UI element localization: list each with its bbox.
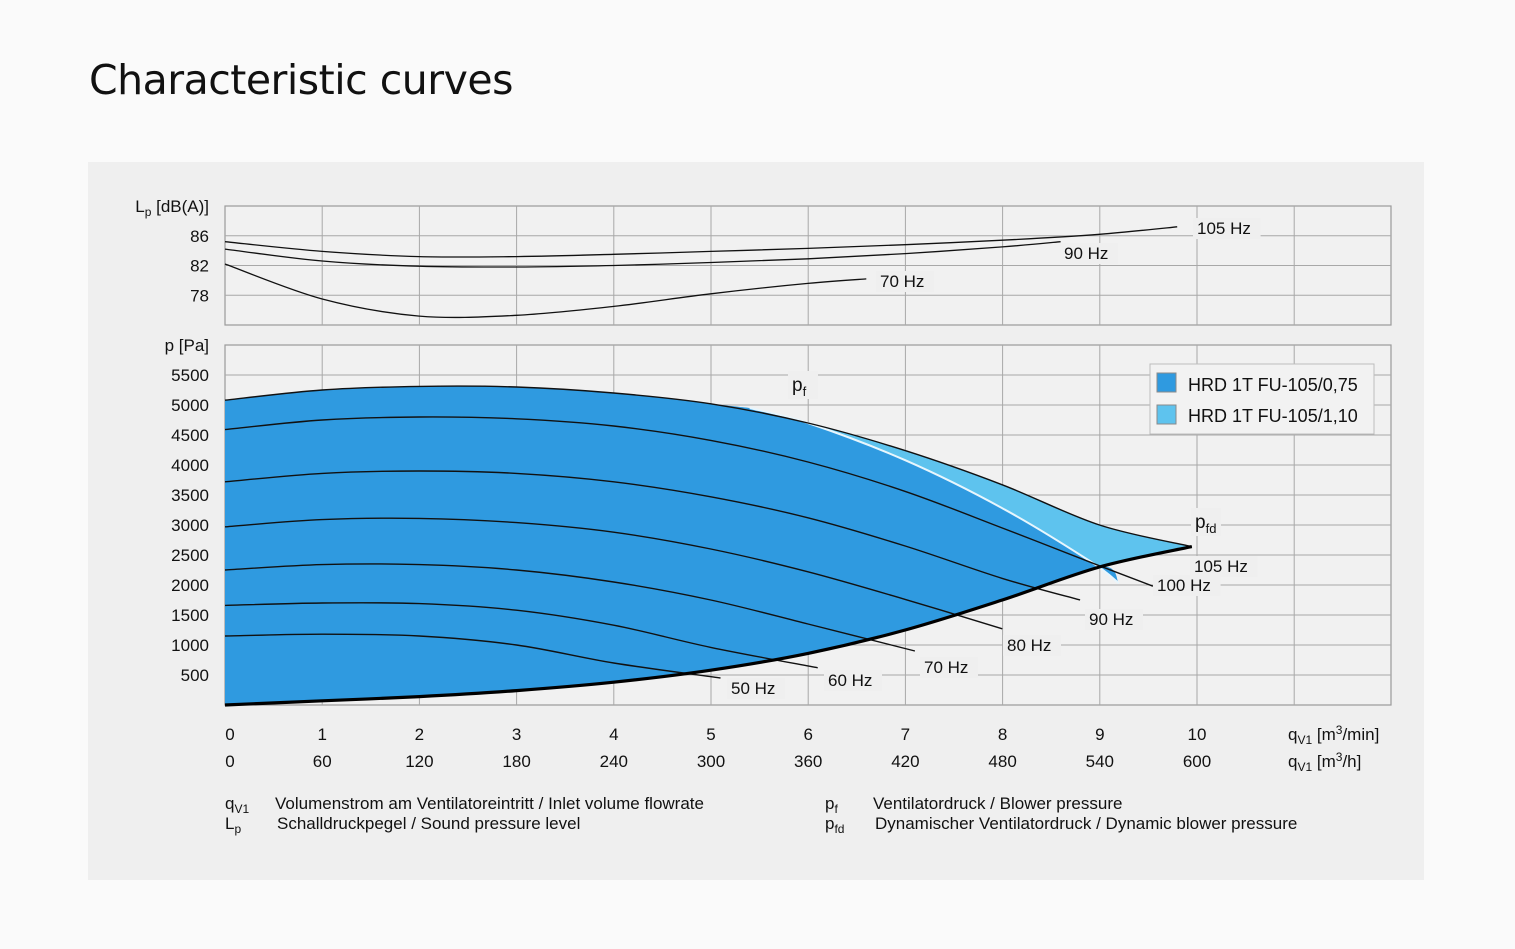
sound-curve-90-hz <box>224 241 1061 268</box>
pf-label: pf <box>792 375 807 399</box>
pressure-ytick-2500: 2500 <box>171 546 209 565</box>
pressure-ytick-3500: 3500 <box>171 486 209 505</box>
xtick-min-7: 7 <box>901 725 910 744</box>
sound-ylabel: Lp [dB(A)] <box>135 197 209 219</box>
pressure-ytick-5500: 5500 <box>171 366 209 385</box>
curve-label-105-hz-bg <box>1190 556 1258 577</box>
curve-label-90-hz: 90 Hz <box>1089 610 1133 629</box>
chart-panel: 105 Hz 90 Hz 70 Hz 50 Hz 60 Hz 70 Hz 80 Hz 90 H… <box>88 162 1424 880</box>
pressure-ytick-4000: 4000 <box>171 456 209 475</box>
footnote-pf-text: Ventilatordruck / Blower pressure <box>873 794 1122 813</box>
xtick-min-0: 0 <box>225 725 234 744</box>
footnotes: qV1 Volumenstrom am Ventilatoreintritt /… <box>225 794 1297 836</box>
footnote-qv1-symbol: qV1 <box>225 794 249 816</box>
curve-label-70-hz-bg <box>920 657 978 678</box>
pressure-ytick-1000: 1000 <box>171 636 209 655</box>
sound-ytick-82: 82 <box>190 257 209 276</box>
pfd-label: pfd <box>1195 512 1216 536</box>
xtick-min-4: 4 <box>609 725 618 744</box>
pressure-curves <box>224 385 1193 707</box>
sound-label-70hz: 70 Hz <box>880 272 924 291</box>
legend-swatch-075 <box>1156 372 1177 393</box>
xtick-h-540: 540 <box>1086 752 1114 771</box>
footnote-pfd-text: Dynamischer Ventilatordruck / Dynamic bl… <box>875 814 1297 833</box>
legend-swatch-110 <box>1156 404 1177 425</box>
legend-label-075: HRD 1T FU-105/0,75 <box>1188 375 1358 395</box>
xtick-h-60: 60 <box>313 752 332 771</box>
pressure-ytick-5000: 5000 <box>171 396 209 415</box>
xaxis-unit-min: qV1 [m3/min] <box>1288 723 1379 747</box>
sound-label-70hz-bg <box>876 271 934 292</box>
legend-box <box>1149 363 1375 435</box>
sound-ytick-86: 86 <box>190 227 209 246</box>
legend: HRD 1T FU-105/0,75 HRD 1T FU-105/1,10 <box>1149 363 1375 435</box>
xtick-min-2: 2 <box>415 725 424 744</box>
sound-curve-70-hz <box>224 263 867 319</box>
sound-label-105hz: 105 Hz <box>1197 219 1251 238</box>
xtick-h-240: 240 <box>600 752 628 771</box>
curve-70-hz <box>224 563 916 652</box>
curve-label-80-hz: 80 Hz <box>1007 636 1051 655</box>
pressure-ytick-2000: 2000 <box>171 576 209 595</box>
curve-label-50-hz-bg <box>727 678 785 699</box>
pressure-ytick-3000: 3000 <box>171 516 209 535</box>
sound-ytick-78: 78 <box>190 286 209 305</box>
sound-label-105hz-bg <box>1193 218 1261 239</box>
pressure-ytick-1500: 1500 <box>171 606 209 625</box>
curve-label-100-hz-bg <box>1153 575 1221 596</box>
xtick-h-420: 420 <box>891 752 919 771</box>
xtick-min-10: 10 <box>1188 725 1207 744</box>
pfd-curve <box>224 545 1193 707</box>
curve-90-hz <box>224 470 1081 601</box>
xtick-min-8: 8 <box>998 725 1007 744</box>
sound-curve-105-hz <box>224 226 1178 258</box>
xtick-min-1: 1 <box>317 725 326 744</box>
curve-label-80-hz-bg <box>1003 635 1061 656</box>
xtick-min-6: 6 <box>803 725 812 744</box>
xtick-h-300: 300 <box>697 752 725 771</box>
curve-label-70-hz: 70 Hz <box>924 658 968 677</box>
xaxis-unit-h: qV1 [m3/h] <box>1288 750 1361 774</box>
legend-label-110: HRD 1T FU-105/1,10 <box>1188 406 1358 426</box>
pressure-ytick-4500: 4500 <box>171 426 209 445</box>
pressure-ytick-500: 500 <box>181 666 209 685</box>
curve-label-60-hz-bg <box>824 670 882 691</box>
curve-label-90-hz-bg <box>1085 609 1143 630</box>
curve-label-100-hz: 100 Hz <box>1157 576 1211 595</box>
curve-label-105-hz: 105 Hz <box>1194 557 1248 576</box>
curve-105-hz <box>224 385 1192 548</box>
curve-80-hz <box>224 517 1003 630</box>
curve-50-hz <box>224 633 721 679</box>
xtick-h-0: 0 <box>225 752 234 771</box>
pressure-ylabel: p [Pa] <box>165 336 209 355</box>
curve-label-50-hz: 50 Hz <box>731 679 775 698</box>
xtick-min-5: 5 <box>706 725 715 744</box>
footnote-qv1-text: Volumenstrom am Ventilatoreintritt / Inl… <box>275 794 704 813</box>
curve-label-60-hz: 60 Hz <box>828 671 872 690</box>
xtick-h-480: 480 <box>988 752 1016 771</box>
xtick-h-180: 180 <box>502 752 530 771</box>
xtick-min-3: 3 <box>512 725 521 744</box>
page-title: Characteristic curves <box>89 56 513 104</box>
fill-hrd-075 <box>225 386 1119 705</box>
curve-60-hz <box>224 602 818 669</box>
footnote-pf-symbol: pf <box>825 794 838 816</box>
xtick-min-9: 9 <box>1095 725 1104 744</box>
xtick-h-600: 600 <box>1183 752 1211 771</box>
axis-text: 8682785500500045004000350030002500200015… <box>135 197 1379 774</box>
xtick-h-360: 360 <box>794 752 822 771</box>
sound-label-90hz: 90 Hz <box>1064 244 1108 263</box>
footnote-lp-symbol: Lp <box>225 814 241 836</box>
chart-labels: 105 Hz 90 Hz 70 Hz 50 Hz 60 Hz 70 Hz 80 Hz 90 H… <box>727 218 1261 699</box>
pfd-label-bg <box>1191 508 1221 536</box>
sound-label-90hz-bg <box>1060 243 1118 264</box>
footnote-lp-text: Schalldruckpegel / Sound pressure level <box>277 814 580 833</box>
pf-label-bg <box>788 371 818 399</box>
xtick-h-120: 120 <box>405 752 433 771</box>
curve-100-hz <box>224 416 1154 587</box>
footnote-pfd-symbol: pfd <box>825 814 844 836</box>
sound-curves <box>224 226 1178 319</box>
